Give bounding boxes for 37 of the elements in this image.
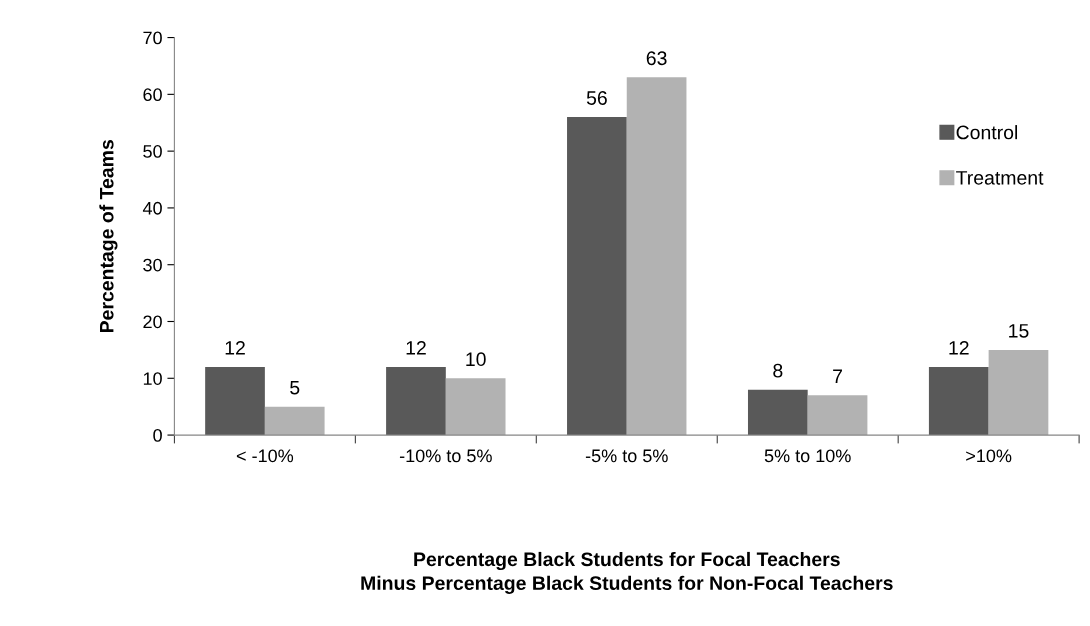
legend-label: Treatment xyxy=(956,171,1044,185)
data-label: 10 xyxy=(466,352,486,367)
y-tick-label: 40 xyxy=(142,201,162,215)
x-tick-label: >10% xyxy=(966,449,1012,463)
bar xyxy=(386,366,446,436)
bar xyxy=(445,378,506,436)
y-tick-label: 70 xyxy=(143,31,162,45)
data-label: 56 xyxy=(586,91,607,105)
y-tick-label: 30 xyxy=(143,258,162,272)
bar xyxy=(264,406,325,436)
y-tick-label: 50 xyxy=(143,145,162,158)
x-axis-title: Percentage Black Students for Focal Teachers Minus Percentage Black Students for Non-Focal Teachers xyxy=(361,551,893,594)
y-tick-label: 10 xyxy=(143,372,162,385)
data-label: 15 xyxy=(1009,324,1029,338)
data-label: 12 xyxy=(406,340,426,355)
x-tick-label: < -10% xyxy=(236,449,294,463)
y-tick-label: 60 xyxy=(143,88,162,102)
y-tick-label: 0 xyxy=(153,429,162,442)
data-label: 7 xyxy=(833,369,842,383)
bar xyxy=(928,366,989,436)
legend-label: Control xyxy=(956,125,1018,140)
bar xyxy=(567,117,627,436)
data-label: 5 xyxy=(290,380,300,395)
x-tick-label: 5% to 10% xyxy=(764,449,851,463)
bar xyxy=(205,366,265,436)
bar xyxy=(988,349,1049,436)
bar xyxy=(626,77,687,436)
x-tick-label: -10% to 5% xyxy=(399,449,492,463)
data-label: 12 xyxy=(225,340,245,355)
bar xyxy=(807,395,868,436)
bar xyxy=(747,389,808,436)
x-tick-label: -5% to 5% xyxy=(585,449,668,463)
data-label: 63 xyxy=(646,51,667,66)
y-tick-label: 20 xyxy=(143,315,162,329)
y-axis-title: Percentage of Teams xyxy=(99,140,118,333)
data-label: 8 xyxy=(773,363,783,378)
data-label: 12 xyxy=(949,340,969,355)
